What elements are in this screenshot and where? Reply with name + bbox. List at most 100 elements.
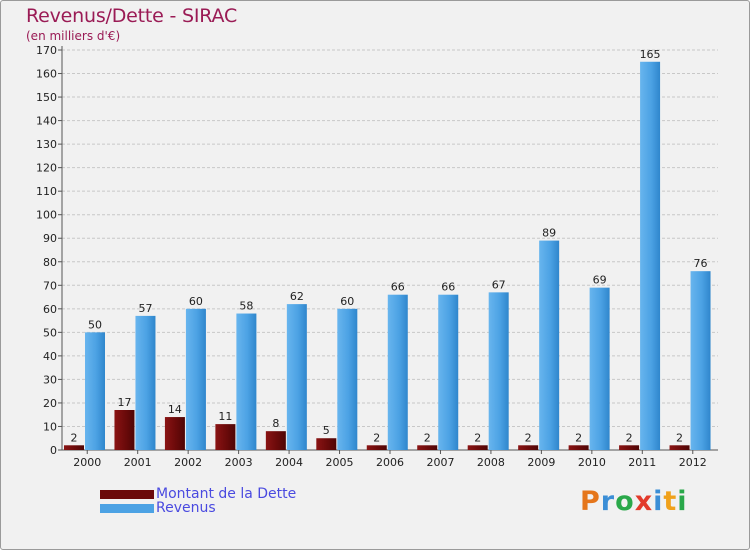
data-label-dette: 2	[424, 431, 431, 444]
legend-label-dette: Montant de la Dette	[156, 486, 297, 502]
proxiti-logo: Proxiti	[580, 486, 688, 517]
y-tick-label: 0	[50, 444, 57, 457]
bar-revenus	[640, 61, 661, 450]
bar-dette	[215, 424, 236, 450]
data-label-revenus: 57	[138, 302, 152, 315]
y-tick-label: 30	[43, 373, 57, 386]
x-tick-label: 2006	[376, 456, 404, 469]
data-label-dette: 2	[626, 431, 633, 444]
y-tick-label: 150	[36, 91, 57, 104]
bar-revenus	[690, 271, 711, 450]
y-tick-label: 160	[36, 68, 57, 81]
data-label-revenus: 66	[391, 281, 405, 294]
legend-item-dette: Montant de la Dette	[100, 486, 297, 502]
data-label-revenus: 50	[88, 318, 102, 331]
y-tick-label: 60	[43, 303, 57, 316]
data-label-revenus: 69	[593, 274, 607, 287]
x-tick-label: 2008	[477, 456, 505, 469]
logo-letter: i	[653, 486, 664, 517]
data-label-dette: 2	[373, 431, 380, 444]
y-tick-label: 140	[36, 115, 57, 128]
data-label-dette: 2	[71, 431, 78, 444]
y-tick-label: 10	[43, 420, 57, 433]
y-tick-label: 50	[43, 326, 57, 339]
logo-letter: x	[634, 486, 654, 517]
data-label-dette: 17	[117, 396, 131, 409]
data-label-revenus: 165	[640, 48, 661, 61]
bar-revenus	[85, 332, 105, 450]
y-tick-label: 40	[43, 350, 57, 363]
y-tick-label: 130	[36, 138, 57, 151]
chart-subtitle: (en milliers d'€)	[26, 29, 121, 43]
data-label-dette: 2	[575, 431, 582, 444]
data-label-dette: 2	[474, 431, 481, 444]
y-tick-label: 90	[43, 232, 57, 245]
x-tick-label: 2000	[73, 456, 101, 469]
logo-letter: o	[615, 486, 635, 517]
bar-dette	[417, 445, 438, 450]
y-tick-label: 80	[43, 256, 57, 269]
logo-letter: i	[677, 486, 688, 517]
logo-letter: P	[580, 486, 601, 517]
data-label-dette: 2	[676, 431, 683, 444]
bar-dette	[164, 417, 185, 450]
bar-revenus	[135, 315, 156, 450]
bar-revenus	[286, 304, 307, 450]
data-label-dette: 2	[525, 431, 532, 444]
data-label-revenus: 67	[492, 278, 506, 291]
bar-revenus	[539, 240, 560, 450]
x-tick-label: 2007	[426, 456, 454, 469]
chart-title: Revenus/Dette - SIRAC	[26, 5, 238, 27]
x-tick-label: 2011	[628, 456, 656, 469]
bar-revenus	[438, 294, 459, 450]
bar-revenus	[185, 308, 206, 450]
bar-dette	[366, 445, 387, 450]
x-tick-label: 2003	[225, 456, 253, 469]
bar-dette	[568, 445, 589, 450]
data-label-revenus: 58	[239, 300, 253, 313]
data-label-revenus: 66	[441, 281, 455, 294]
data-label-revenus: 76	[694, 257, 708, 270]
y-tick-label: 110	[36, 185, 57, 198]
x-tick-label: 2009	[527, 456, 555, 469]
bar-dette	[619, 445, 640, 450]
data-label-dette: 8	[272, 417, 279, 430]
legend-label-revenus: Revenus	[156, 500, 216, 516]
logo-letter: t	[663, 486, 678, 517]
logo-letter: r	[600, 486, 616, 517]
legend-item-revenus: Revenus	[100, 500, 216, 516]
x-tick-label: 2005	[326, 456, 354, 469]
y-tick-label: 70	[43, 279, 57, 292]
data-label-revenus: 62	[290, 290, 304, 303]
bar-dette	[467, 445, 488, 450]
data-label-revenus: 89	[542, 227, 556, 240]
bar-revenus	[236, 313, 257, 450]
bar-dette	[265, 431, 286, 450]
x-tick-label: 2002	[174, 456, 202, 469]
bar-dette	[114, 410, 135, 450]
bar-revenus	[589, 287, 610, 450]
y-tick-label: 170	[36, 44, 57, 57]
bar-dette	[518, 445, 539, 450]
bar-dette	[669, 445, 690, 450]
y-tick-label: 100	[36, 209, 57, 222]
bar-dette	[316, 438, 337, 450]
bar-revenus	[488, 292, 509, 450]
x-tick-label: 2012	[679, 456, 707, 469]
data-label-dette: 5	[323, 424, 330, 437]
bar-revenus	[387, 294, 408, 450]
data-label-revenus: 60	[189, 295, 203, 308]
data-label-dette: 11	[218, 410, 232, 423]
y-tick-label: 20	[43, 397, 57, 410]
legend-swatch-dette	[100, 489, 154, 499]
data-label-dette: 14	[168, 403, 182, 416]
bar-dette	[64, 445, 84, 450]
legend-swatch-revenus	[100, 503, 154, 513]
x-tick-label: 2004	[275, 456, 303, 469]
data-label-revenus: 60	[340, 295, 354, 308]
bar-revenus	[337, 308, 358, 450]
y-tick-label: 120	[36, 162, 57, 175]
x-tick-label: 2001	[124, 456, 152, 469]
x-tick-label: 2010	[578, 456, 606, 469]
